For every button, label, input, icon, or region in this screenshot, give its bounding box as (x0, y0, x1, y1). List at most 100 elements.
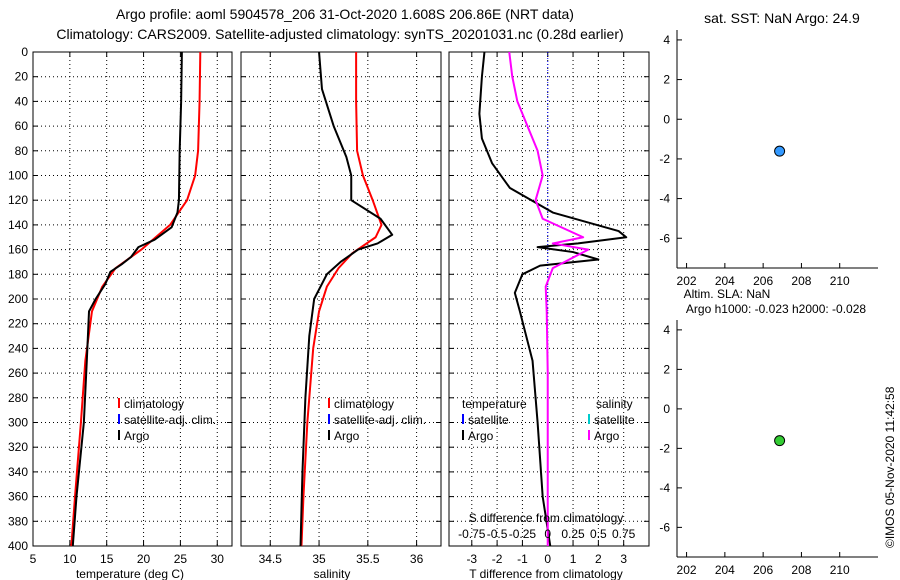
y-tick-label: 200 (8, 292, 28, 306)
difference-legend-salinity: salinity satellite Argo (594, 397, 635, 443)
y-tick-label: 4 (663, 323, 670, 337)
y-tick-label: -2 (659, 152, 670, 166)
difference-panel: -3 -2 -1 0 1 2 3 -0.75 -0.5 -0.25 0 0.25 0.5 0.75 (448, 51, 650, 566)
legend-temperature-title: temperature (462, 397, 527, 411)
y-tick-label: 2 (663, 362, 670, 376)
x-tick-label: 30 (211, 552, 225, 566)
y-tick-label: 140 (8, 218, 28, 232)
series-line-t-difference-argo- (478, 51, 628, 547)
s-difference-label: S difference from climatology (469, 511, 624, 525)
x-tick-label: 1 (570, 552, 577, 566)
s-diff-tick-label: -0.5 (487, 527, 508, 541)
y-tick-label: 160 (8, 243, 28, 257)
x-tick-label: 204 (715, 274, 735, 288)
temperature-xlabel: temperature (deg C) (76, 567, 184, 580)
x-tick-label: 206 (753, 274, 773, 288)
profile-location-marker (774, 435, 786, 447)
y-tick-label: 40 (15, 94, 29, 108)
x-tick-label: 34.5 (259, 552, 283, 566)
x-tick-label: 2 (595, 552, 602, 566)
x-tick-label: 210 (830, 563, 850, 577)
legend-climatology-label: climatology (124, 397, 184, 411)
legend-temp-satellite-label: satellite (468, 413, 509, 427)
y-tick-label: 340 (8, 465, 28, 479)
legend-satellite-label: satellite-adj. clim. (124, 413, 216, 427)
x-tick-label: -3 (466, 552, 477, 566)
x-tick-label: 36 (410, 552, 424, 566)
x-tick-label: 202 (677, 563, 697, 577)
y-tick-label: 2 (663, 73, 670, 87)
axes-frame (32, 51, 233, 547)
legend-climatology-label: climatology (334, 397, 394, 411)
x-tick-label: 5 (30, 552, 37, 566)
s-diff-tick-label: -0.25 (509, 527, 537, 541)
y-tick-label: 100 (8, 169, 28, 183)
x-tick-label: 202 (677, 274, 697, 288)
x-tick-label: -1 (517, 552, 528, 566)
y-tick-label: 360 (8, 490, 28, 504)
difference-legend-temperature: temperature satellite Argo (462, 397, 527, 443)
legend-satellite-label: satellite-adj. clim. (334, 413, 426, 427)
title-line-2: Climatology: CARS2009. Satellite-adjuste… (56, 26, 623, 42)
y-tick-label: 300 (8, 416, 28, 430)
title-line-1: Argo profile: aoml 5904578_206 31-Oct-20… (116, 6, 574, 22)
x-tick-label: 204 (715, 563, 735, 577)
y-tick-label: 280 (8, 391, 28, 405)
x-tick-label: -2 (492, 552, 503, 566)
y-tick-label: -6 (659, 520, 670, 534)
x-tick-label: 208 (791, 274, 811, 288)
y-tick-label: 260 (8, 366, 28, 380)
series-line-argo (299, 51, 394, 547)
s-diff-tick-label: -0.75 (458, 527, 486, 541)
y-tick-label: 60 (15, 119, 29, 133)
salinity-legend: climatology satellite-adj. clim. Argo (334, 397, 426, 443)
sla-subtitle: Argo h1000: -0.023 h2000: -0.028 (686, 302, 866, 316)
x-tick-label: 3 (620, 552, 627, 566)
x-tick-label: 206 (753, 563, 773, 577)
temperature-panel: 5 10 15 20 25 3002040608010012014016018020022… (8, 45, 233, 566)
y-tick-label: 120 (8, 193, 28, 207)
y-tick-label: -2 (659, 441, 670, 455)
y-tick-label: -4 (659, 481, 670, 495)
legend-salinity-title: salinity (596, 397, 633, 411)
s-diff-tick-label: 0 (544, 527, 551, 541)
y-tick-label: 180 (8, 267, 28, 281)
sat-sst-panel: 4 2 0 -2 -4 -6 202 204 206 208 210 (659, 30, 878, 288)
y-tick-label: 380 (8, 514, 28, 528)
y-tick-label: 320 (8, 440, 28, 454)
legend-argo-label: Argo (334, 429, 360, 443)
x-tick-label: 0 (544, 552, 551, 566)
y-tick-label: 400 (8, 539, 28, 553)
salinity-panel: 34.5 35 35.5 36 (240, 51, 442, 566)
x-tick-label: 25 (174, 552, 188, 566)
temperature-legend: climatology satellite-adj. clim. Argo (124, 397, 216, 443)
series-line-s-difference-argo- (508, 51, 590, 546)
x-tick-label: 35.5 (356, 552, 380, 566)
y-tick-label: 0 (21, 45, 28, 59)
s-diff-tick-label: 0.25 (561, 527, 585, 541)
x-tick-label: 10 (63, 552, 77, 566)
legend-sal-satellite-label: satellite (594, 413, 635, 427)
y-tick-label: 4 (663, 33, 670, 47)
y-tick-label: 0 (663, 112, 670, 126)
y-tick-label: 240 (8, 341, 28, 355)
sla-panel: 4 2 0 -2 -4 -6 202 204 206 208 210 (659, 320, 878, 577)
profile-location-marker (774, 145, 786, 157)
legend-argo-label: Argo (124, 429, 150, 443)
salinity-xlabel: salinity (314, 567, 351, 580)
y-tick-label: 0 (663, 402, 670, 416)
x-tick-label: 210 (830, 274, 850, 288)
sla-title: Altim. SLA: NaN (684, 287, 771, 301)
s-diff-tick-label: 0.5 (590, 527, 607, 541)
y-tick-label: 220 (8, 317, 28, 331)
y-tick-label: 80 (15, 144, 29, 158)
y-tick-label: -4 (659, 192, 670, 206)
y-tick-label: -6 (659, 231, 670, 245)
series-line-argo (71, 51, 183, 547)
x-tick-label: 35 (312, 552, 326, 566)
legend-temp-argo-label: Argo (468, 429, 494, 443)
diff-xlabel: T difference from climatology (469, 567, 623, 580)
legend-sal-argo-label: Argo (594, 429, 620, 443)
x-tick-label: 15 (100, 552, 114, 566)
